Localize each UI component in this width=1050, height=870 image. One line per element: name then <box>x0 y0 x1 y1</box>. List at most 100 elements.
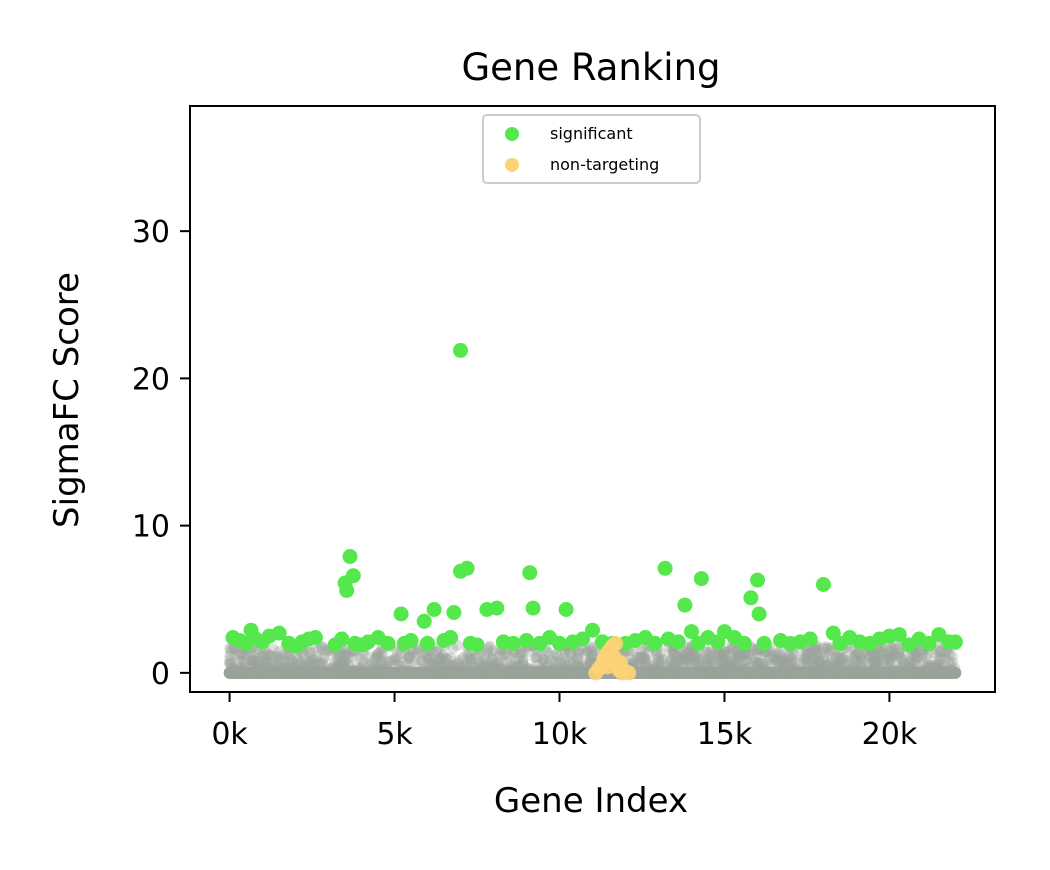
background-point <box>654 659 666 671</box>
background-point <box>734 650 745 662</box>
background-point <box>634 651 646 663</box>
background-point <box>579 667 591 679</box>
background-point <box>339 645 351 657</box>
background-point <box>810 647 822 659</box>
background-point <box>869 663 881 675</box>
background-point <box>487 659 499 671</box>
background-point <box>255 664 266 676</box>
background-point <box>231 664 243 676</box>
data-point-significant <box>751 606 767 622</box>
background-point <box>404 652 416 664</box>
background-point <box>471 649 483 661</box>
background-point <box>544 666 556 678</box>
background-point <box>726 664 738 675</box>
background-point <box>814 664 826 676</box>
background-point <box>479 654 491 666</box>
background-point <box>369 660 381 672</box>
background-point <box>464 661 475 673</box>
background-point <box>556 666 568 678</box>
background-point <box>431 667 443 679</box>
background-point <box>401 664 413 676</box>
background-point <box>860 667 872 679</box>
background-point <box>758 666 770 678</box>
background-point <box>658 653 670 665</box>
background-point <box>326 662 338 674</box>
x-tick-label: 20k <box>862 717 918 752</box>
background-point <box>445 662 457 674</box>
background-point <box>272 661 284 673</box>
background-point <box>304 647 316 658</box>
background-point <box>769 666 781 678</box>
background-point <box>286 666 298 678</box>
background-point <box>530 665 541 677</box>
background-point <box>545 654 557 666</box>
background-point <box>434 652 445 664</box>
background-point <box>288 664 300 676</box>
background-point <box>540 665 552 677</box>
background-point <box>674 653 686 665</box>
legend-label-significant: significant <box>550 124 633 143</box>
background-point <box>224 650 236 662</box>
background-point <box>336 658 348 670</box>
background-point <box>562 659 574 671</box>
background-point <box>757 662 769 674</box>
background-point <box>832 660 843 672</box>
background-point <box>713 665 725 677</box>
background-point <box>850 653 862 665</box>
background-point <box>899 659 911 671</box>
data-point-significant <box>420 635 435 651</box>
background-point <box>408 657 420 668</box>
background-point <box>550 667 562 679</box>
background-point <box>949 666 962 679</box>
background-point <box>415 663 427 675</box>
background-point <box>529 652 541 664</box>
background-point <box>935 646 947 657</box>
background-point <box>893 648 905 659</box>
background-point <box>754 662 766 674</box>
background-point <box>662 664 674 676</box>
background-point <box>896 665 908 677</box>
background-point <box>843 664 855 676</box>
background-point <box>831 657 843 669</box>
background-point <box>508 662 520 674</box>
background-point <box>640 653 652 665</box>
background-point <box>556 667 568 679</box>
background-point <box>369 653 381 665</box>
background-point <box>648 667 660 679</box>
data-point-significant <box>815 577 831 592</box>
background-point <box>541 665 553 677</box>
background-point <box>385 655 397 667</box>
background-point <box>943 664 955 676</box>
background-point <box>339 660 350 672</box>
background-point <box>639 653 651 665</box>
background-point <box>813 655 825 667</box>
background-point <box>257 649 269 661</box>
background-point <box>711 647 723 659</box>
background-point <box>724 659 736 671</box>
background-point <box>474 657 486 669</box>
background-point <box>638 650 650 662</box>
background-point <box>811 651 823 663</box>
background-point <box>537 658 549 669</box>
background-point <box>641 666 653 678</box>
background-point <box>850 667 862 679</box>
background-point <box>358 657 370 669</box>
data-point-significant <box>453 342 468 358</box>
background-point <box>890 665 902 677</box>
background-point <box>515 665 527 677</box>
background-point <box>572 653 583 665</box>
data-point-significant <box>693 571 709 587</box>
background-point <box>354 662 365 674</box>
background-point <box>769 667 781 679</box>
background-point <box>549 656 561 668</box>
background-point <box>329 655 341 667</box>
background-point <box>657 666 669 678</box>
background-point <box>698 648 710 660</box>
x-tick-label: 15k <box>697 717 753 752</box>
background-point <box>780 660 792 672</box>
background-point <box>225 663 237 675</box>
background-point <box>904 656 916 668</box>
background-point <box>490 662 502 674</box>
background-point <box>918 663 930 675</box>
background-point <box>397 667 408 679</box>
